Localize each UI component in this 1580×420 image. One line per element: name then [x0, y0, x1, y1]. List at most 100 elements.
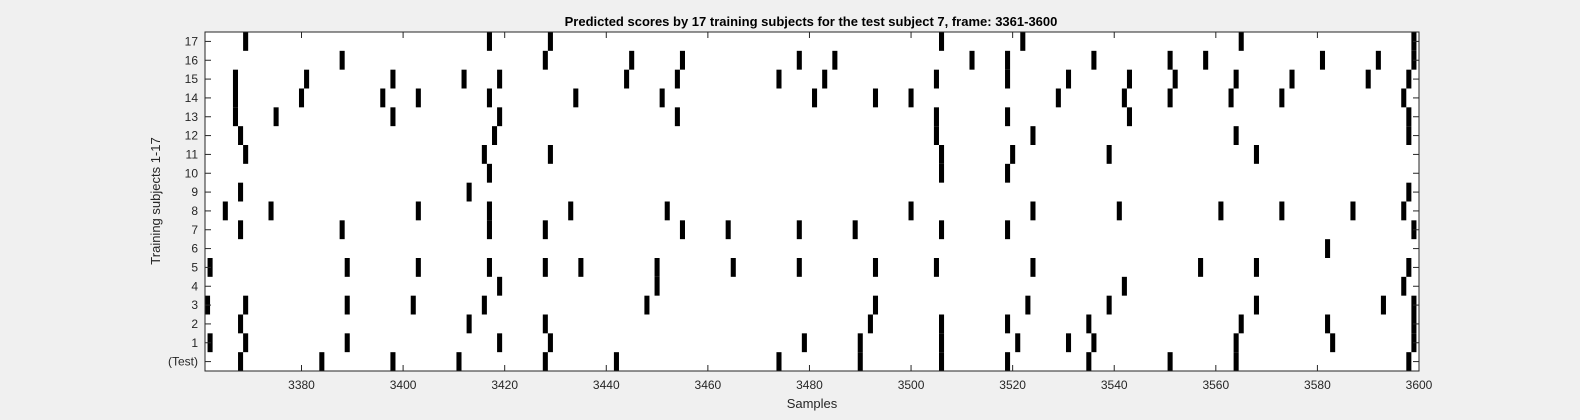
event-mark — [776, 69, 782, 89]
event-mark — [542, 50, 548, 70]
event-mark — [852, 220, 858, 240]
event-mark — [933, 126, 939, 145]
x-tick-label: 3500 — [898, 378, 925, 392]
event-mark — [1330, 333, 1336, 353]
event-mark — [1126, 107, 1132, 127]
event-mark — [1406, 182, 1412, 202]
event-mark — [304, 69, 310, 89]
event-mark — [1005, 352, 1011, 371]
event-mark — [1406, 126, 1412, 145]
event-mark — [1233, 352, 1239, 371]
event-mark — [486, 258, 492, 277]
event-mark — [1406, 258, 1412, 277]
event-mark — [664, 201, 670, 221]
y-tick-label: 17 — [185, 34, 199, 48]
event-mark — [654, 276, 660, 296]
event-mark — [872, 295, 879, 315]
event-mark — [578, 258, 584, 277]
plot-area — [205, 32, 1419, 371]
event-mark — [466, 314, 472, 334]
event-mark — [908, 88, 914, 108]
event-mark — [644, 295, 650, 315]
event-mark — [415, 258, 421, 277]
event-mark — [1005, 107, 1011, 127]
event-mark — [1228, 88, 1234, 108]
x-axis: 3380 3400 3420 3440 3460 3480 3500 3520 3540 3560… — [288, 32, 1433, 392]
x-tick-label: 3480 — [796, 378, 823, 392]
event-mark — [908, 201, 914, 221]
event-mark — [679, 220, 685, 240]
event-mark — [486, 201, 492, 221]
event-mark — [339, 220, 345, 240]
y-tick-label: 11 — [186, 147, 199, 161]
event-mark — [796, 220, 802, 240]
event-mark — [415, 88, 421, 108]
event-mark — [542, 258, 548, 277]
event-mark — [1106, 295, 1112, 315]
event-mark — [542, 352, 548, 371]
event-mark — [1406, 107, 1412, 127]
event-mark — [481, 295, 487, 315]
event-mark — [1238, 314, 1244, 334]
event-mark — [1065, 69, 1072, 89]
event-mark — [1319, 50, 1326, 70]
event-mark — [243, 145, 249, 164]
event-mark — [796, 50, 802, 70]
y-tick-label: 12 — [185, 129, 199, 143]
event-mark — [222, 201, 228, 221]
event-mark — [486, 163, 492, 183]
event-mark — [1167, 352, 1173, 371]
event-mark — [1086, 314, 1092, 334]
event-mark — [1203, 50, 1209, 70]
event-mark — [933, 258, 939, 277]
event-mark — [497, 276, 503, 296]
event-mark — [1167, 88, 1173, 108]
event-mark — [1289, 69, 1295, 89]
y-tick-label: 14 — [185, 91, 199, 105]
event-mark — [238, 352, 244, 371]
event-mark — [415, 201, 421, 221]
event-mark — [232, 88, 239, 108]
event-mark — [238, 126, 244, 145]
y-tick-label: 9 — [191, 185, 198, 199]
event-mark — [238, 182, 244, 202]
event-mark — [390, 69, 396, 89]
event-mark — [613, 352, 619, 371]
event-mark — [1030, 258, 1036, 277]
event-mark — [1350, 201, 1356, 221]
x-tick-label: 3540 — [1101, 378, 1128, 392]
event-mark — [939, 220, 945, 240]
x-tick-label: 3380 — [288, 378, 315, 392]
y-tick-label: 8 — [191, 204, 198, 218]
event-mark — [573, 88, 579, 108]
event-marks — [205, 32, 1417, 371]
event-mark — [344, 295, 350, 315]
event-mark — [939, 163, 945, 183]
x-tick-label: 3520 — [999, 378, 1026, 392]
x-tick-label: 3440 — [593, 378, 620, 392]
event-mark — [497, 107, 503, 127]
event-mark — [390, 352, 396, 371]
event-mark — [629, 50, 635, 70]
event-mark — [1086, 352, 1092, 371]
y-tick-label: (Test) — [168, 355, 198, 369]
y-tick-label: 15 — [185, 72, 199, 86]
event-mark — [867, 314, 873, 334]
event-mark — [1233, 126, 1239, 145]
y-tick-label: 4 — [191, 279, 198, 293]
event-mark — [547, 32, 553, 51]
event-mark — [939, 145, 945, 164]
event-mark — [1198, 258, 1204, 277]
event-mark — [1233, 69, 1239, 89]
event-mark — [674, 69, 680, 89]
y-tick-label: 3 — [191, 298, 198, 312]
event-mark — [1005, 69, 1011, 89]
plot-frame — [204, 31, 1420, 372]
y-axis-label: Training subjects 1-17 — [148, 137, 163, 264]
event-mark — [486, 88, 492, 108]
event-mark — [1167, 50, 1173, 70]
event-mark — [344, 333, 350, 353]
event-mark — [497, 69, 503, 89]
event-mark — [1005, 220, 1011, 240]
event-mark — [390, 107, 396, 127]
